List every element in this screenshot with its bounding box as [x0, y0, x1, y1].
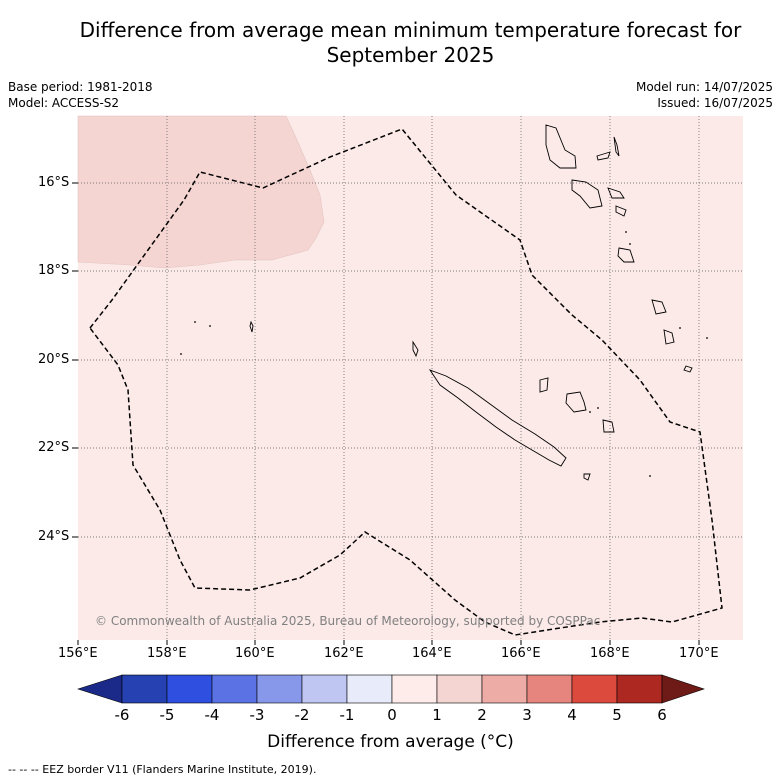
colorbar-bin-9 — [481, 674, 528, 704]
colorbar-label: 3 — [522, 706, 532, 724]
eez-footnote: -- -- -- EEZ border V11 (Flanders Marine… — [8, 763, 317, 776]
header-right: Model run: 14/07/2025 Issued: 16/07/2025 — [636, 79, 773, 111]
colorbar-label: -1 — [339, 706, 355, 724]
colorbar-label: 5 — [612, 706, 622, 724]
colorbar-bin-3 — [211, 674, 258, 704]
vanuatu-aneityum — [683, 365, 693, 373]
colorbar-label: 4 — [567, 706, 577, 724]
colorbar-bin-7 — [391, 674, 438, 704]
small-islets — [180, 231, 708, 477]
coastlines — [249, 124, 693, 481]
colorbar-bin-6 — [346, 674, 393, 704]
issued-text: Issued: 16/07/2025 — [657, 96, 773, 110]
colorbar-label: -4 — [204, 706, 220, 724]
colorbar-bin-2 — [166, 674, 213, 704]
vanuatu-ambae — [596, 151, 611, 161]
lon-label-164e: 164°E — [412, 646, 452, 661]
colorbar-label: -5 — [159, 706, 175, 724]
colorbar-extend-low — [77, 674, 123, 704]
colorbar-title: Difference from average (°C) — [267, 732, 514, 752]
colorbar-label: -3 — [249, 706, 265, 724]
colorbar-extend-high — [661, 674, 705, 704]
vanuatu-malekula — [571, 179, 603, 209]
colorbar-label: -2 — [294, 706, 310, 724]
model-text: Model: ACCESS-S2 — [8, 96, 120, 110]
base-period-text: Base period: 1981-2018 — [8, 80, 153, 94]
vanuatu-epi — [615, 205, 627, 217]
colorbar-label: 1 — [432, 706, 442, 724]
mare-island — [602, 419, 615, 433]
gridlines — [78, 116, 743, 640]
colorbar-label: -6 — [114, 706, 130, 724]
colorbar-bin-12 — [616, 674, 663, 704]
colorbar-bin-10 — [526, 674, 573, 704]
belep-islands — [412, 340, 419, 358]
lon-label-166e: 166°E — [501, 646, 541, 661]
lifou-island — [565, 391, 587, 413]
lon-label-170e: 170°E — [679, 646, 719, 661]
colorbar — [77, 674, 705, 704]
vanuatu-pentecost — [607, 187, 625, 199]
lat-label-22s: 22°S — [38, 440, 70, 455]
vanuatu-espiritu-santo — [545, 124, 577, 169]
copyright-notice: © Commonwealth of Australia 2025, Bureau… — [95, 614, 601, 628]
axis-ticks — [72, 182, 700, 645]
colorbar-bin-5 — [301, 674, 348, 704]
lat-label-20s: 20°S — [38, 352, 70, 367]
vanuatu-erromango — [651, 299, 667, 315]
vanuatu-efate — [617, 247, 635, 263]
colorbar-bin-1 — [121, 674, 168, 704]
vanuatu-tanna — [663, 329, 675, 345]
lat-label-24s: 24°S — [38, 529, 70, 544]
ouvea-island — [539, 377, 549, 393]
colorbar-bin-4 — [256, 674, 303, 704]
vanuatu-maewo — [613, 136, 620, 157]
map-title: Difference from average mean minimum tem… — [79, 18, 742, 67]
chesterfield-reef — [249, 320, 254, 333]
isle-of-pines — [583, 473, 591, 481]
lat-label-16s: 16°S — [38, 175, 70, 190]
lon-label-168e: 168°E — [590, 646, 630, 661]
lat-label-18s: 18°S — [38, 263, 70, 278]
colorbar-bin-11 — [571, 674, 618, 704]
lon-label-158e: 158°E — [147, 646, 187, 661]
lon-label-156e: 156°E — [58, 646, 98, 661]
new-caledonia-main-island — [428, 369, 567, 467]
eez-border — [89, 128, 723, 636]
colorbar-bin-8 — [436, 674, 483, 704]
header-left: Base period: 1981-2018 Model: ACCESS-S2 — [8, 79, 153, 111]
anomaly-field-1-2 — [77, 115, 325, 269]
colorbar-label: 0 — [387, 706, 397, 724]
lon-label-162e: 162°E — [324, 646, 364, 661]
colorbar-label: 6 — [657, 706, 667, 724]
model-run-text: Model run: 14/07/2025 — [635, 80, 773, 94]
colorbar-label: 2 — [477, 706, 487, 724]
lon-label-160e: 160°E — [235, 646, 275, 661]
